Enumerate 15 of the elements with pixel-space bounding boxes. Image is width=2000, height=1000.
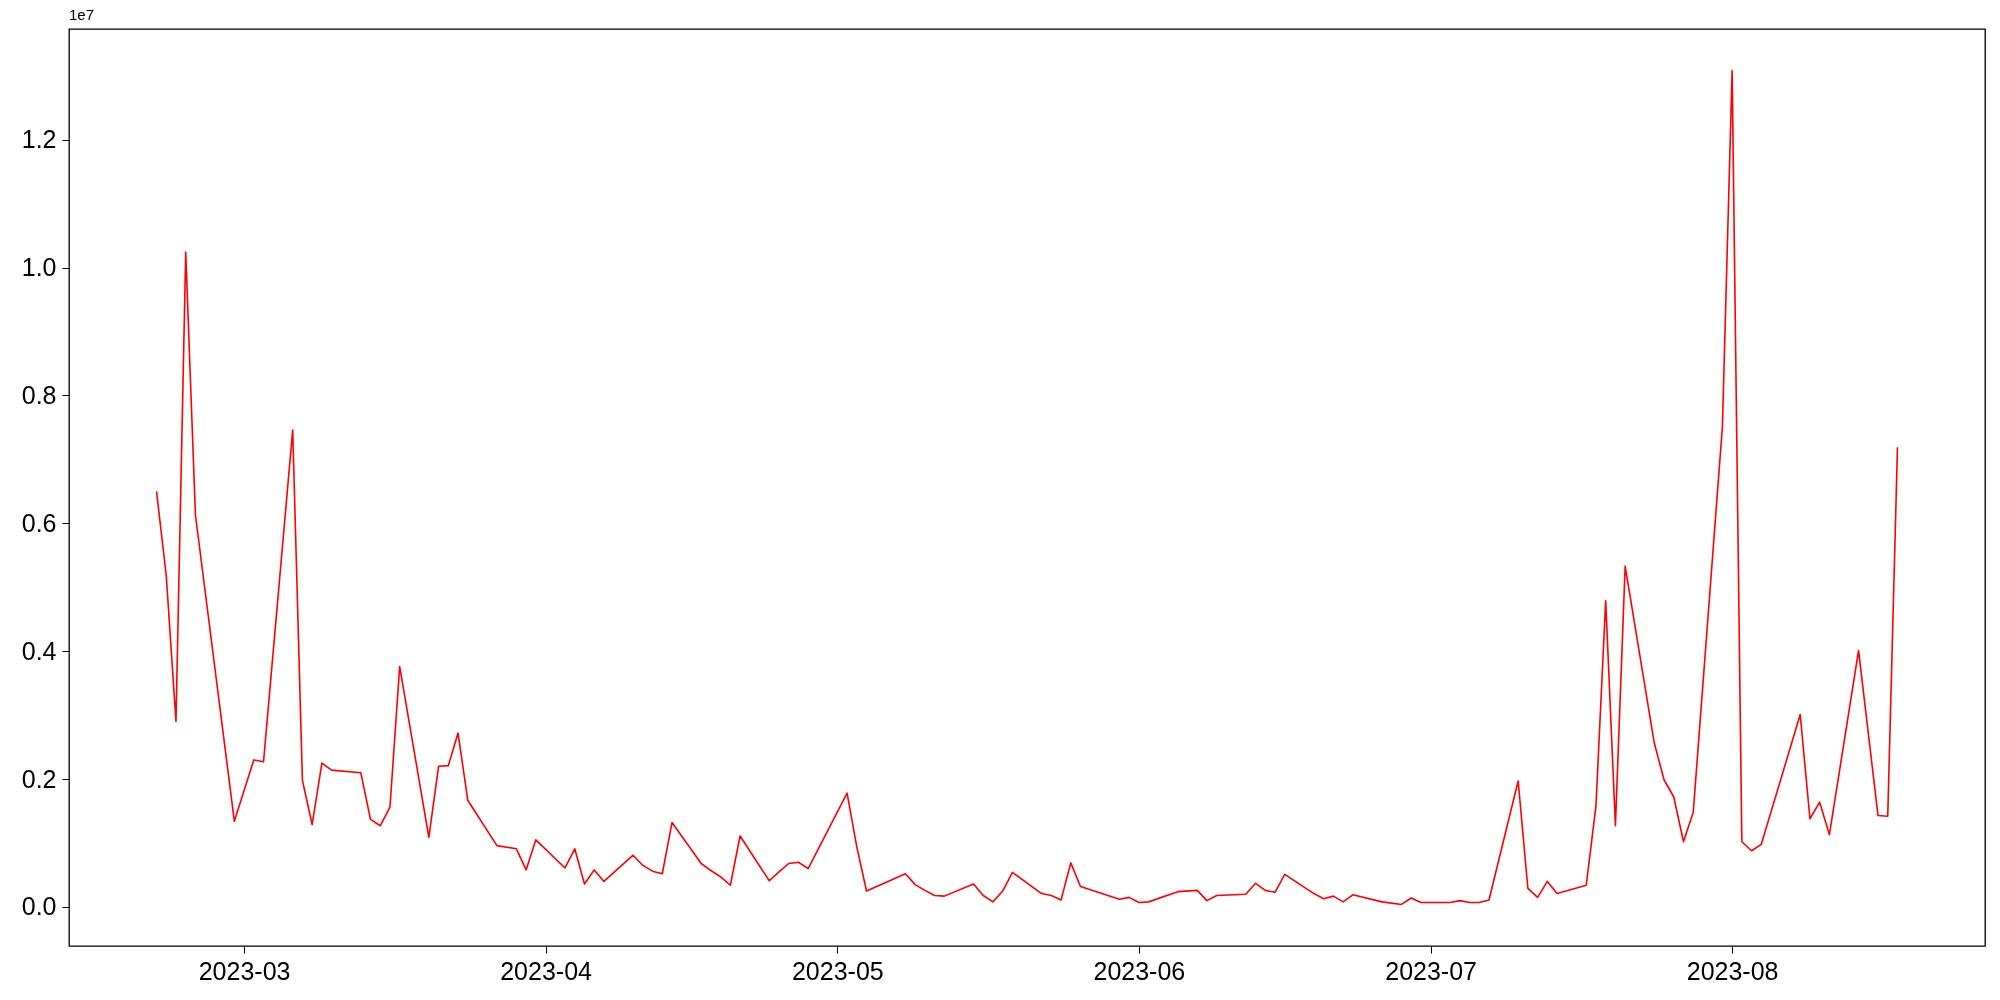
text: 1e7 — [69, 6, 95, 23]
y-tick-label: 0.8 — [21, 380, 57, 409]
x-tick-label: 2023-07 — [1385, 956, 1477, 985]
x-tick-label: 2023-05 — [791, 956, 884, 985]
y-tick-label: 1.2 — [21, 125, 57, 154]
line-series — [155, 69, 1899, 906]
x-tick-label: 2023-04 — [500, 956, 593, 985]
y-tick-label: 1.0 — [21, 253, 57, 282]
x-tick-label: 2023-03 — [198, 956, 291, 985]
y-tick-label: 0.6 — [21, 508, 57, 537]
y-tick-label: 0.2 — [21, 764, 57, 793]
y-tick-label: 0.4 — [21, 636, 57, 665]
y-tick-label: 0.0 — [21, 892, 57, 921]
x-tick-label: 2023-08 — [1686, 956, 1779, 985]
x-tick-label: 2023-06 — [1093, 956, 1186, 985]
